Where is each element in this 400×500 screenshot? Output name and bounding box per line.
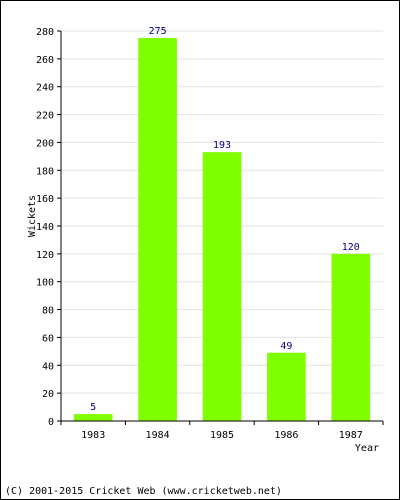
x-axis-label: Year bbox=[355, 443, 379, 454]
data-label: 193 bbox=[213, 140, 231, 151]
y-tick-label: 60 bbox=[42, 333, 54, 344]
y-tick-label: 240 bbox=[36, 83, 54, 94]
bar bbox=[331, 253, 371, 421]
bar bbox=[73, 414, 113, 421]
data-label: 275 bbox=[149, 26, 167, 37]
bar bbox=[138, 37, 177, 421]
x-ticks: 1983 1984 1985 1986 1987 bbox=[60, 421, 384, 441]
y-tick-label: 20 bbox=[42, 389, 54, 400]
y-ticks: 0 20 40 60 80 100 120 140 160 180 200 220 240 260 280 bbox=[36, 27, 61, 428]
x-tick-label: 1985 bbox=[210, 430, 234, 441]
x-tick-label: 1983 bbox=[81, 430, 105, 441]
y-tick-label: 200 bbox=[36, 138, 54, 149]
x-tick-label: 1984 bbox=[146, 430, 170, 441]
bar-chart: 020406080100120140160180200220240260280 … bbox=[27, 26, 384, 454]
data-label: 49 bbox=[280, 341, 292, 352]
y-tick-label: 160 bbox=[36, 194, 54, 205]
y-tick-label: 140 bbox=[36, 222, 54, 233]
y-axis-label: Wickets bbox=[27, 195, 38, 237]
copyright-footer: (C) 2001-2015 Cricket Web (www.cricketwe… bbox=[5, 486, 282, 497]
y-tick-label: 220 bbox=[36, 111, 54, 122]
bars bbox=[73, 37, 371, 421]
y-tick-label: 40 bbox=[42, 361, 54, 372]
y-tick-label: 260 bbox=[36, 55, 54, 66]
y-tick-label: 80 bbox=[42, 306, 54, 317]
data-label: 5 bbox=[90, 402, 96, 413]
y-tick-label: 180 bbox=[36, 166, 54, 177]
bar bbox=[202, 152, 242, 421]
data-labels: 5 275 193 49 120 bbox=[90, 26, 360, 413]
y-tick-label: 100 bbox=[36, 278, 54, 289]
bar bbox=[267, 352, 306, 421]
y-tick-label: 120 bbox=[36, 250, 54, 261]
x-tick-label: 1987 bbox=[339, 430, 363, 441]
x-tick-label: 1986 bbox=[274, 430, 298, 441]
data-label: 120 bbox=[342, 242, 360, 253]
y-tick-label: 280 bbox=[36, 27, 54, 38]
y-tick-label: 0 bbox=[48, 417, 54, 428]
